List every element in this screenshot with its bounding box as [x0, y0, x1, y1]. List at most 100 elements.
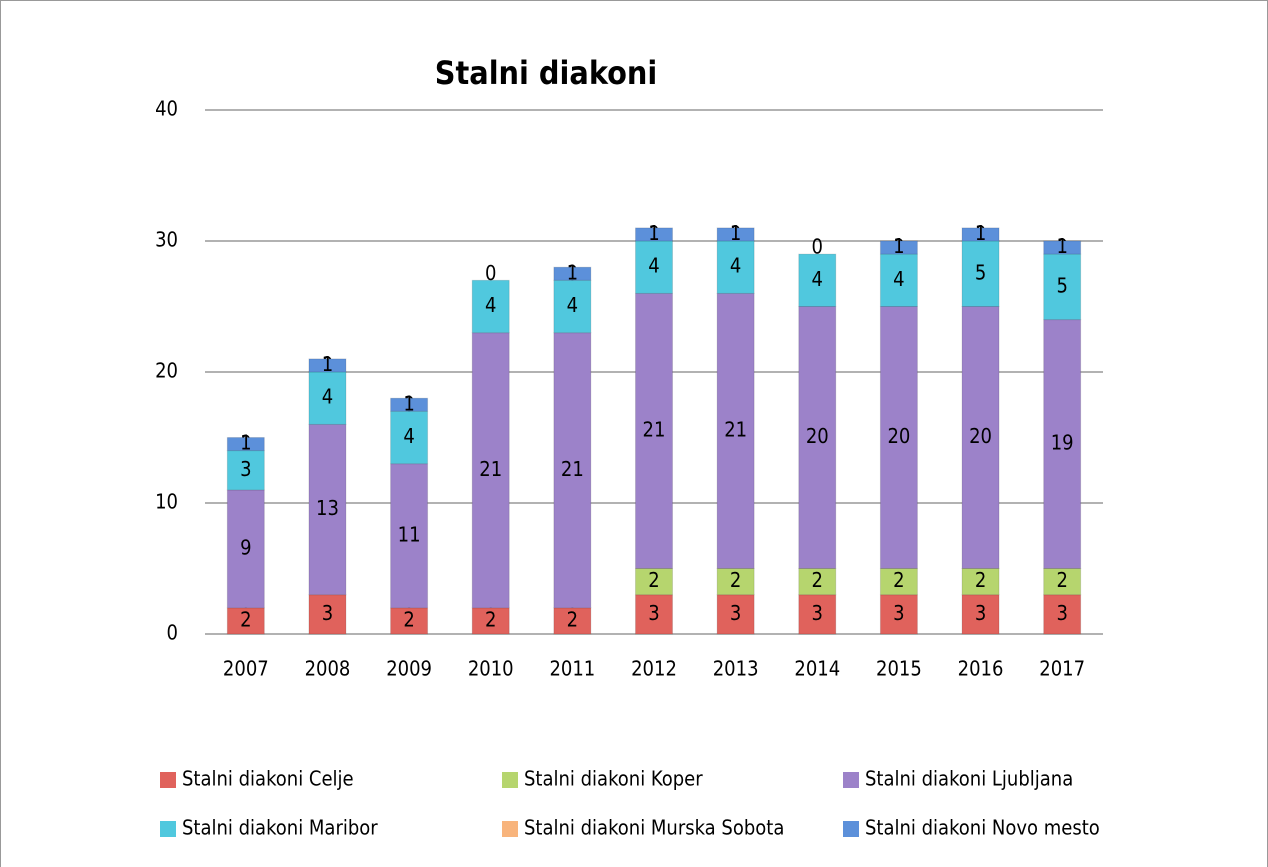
legend-swatch — [843, 821, 859, 837]
data-label: 21 — [724, 417, 747, 441]
data-label: 1 — [648, 221, 659, 245]
x-tick-label: 2013 — [713, 657, 759, 681]
data-label: 1 — [240, 431, 251, 455]
bar-segment — [308, 594, 347, 635]
data-label: 4 — [730, 254, 741, 278]
data-label: 3 — [812, 601, 823, 625]
bar-segment — [879, 594, 918, 635]
bar-segment — [879, 568, 918, 596]
legend-swatch — [160, 772, 176, 788]
data-label: 2 — [567, 607, 578, 631]
bar-segment — [961, 240, 1000, 307]
bar-segment — [798, 306, 837, 569]
y-tick-label: 20 — [155, 359, 178, 383]
data-label: 1 — [322, 352, 333, 376]
y-tick-label: 0 — [167, 621, 178, 645]
data-label: 2 — [403, 607, 414, 631]
bar-segment — [553, 332, 592, 609]
data-label: 21 — [561, 457, 584, 481]
data-label: 3 — [240, 457, 251, 481]
x-tick-label: 2010 — [468, 657, 514, 681]
bar-segment — [1043, 240, 1082, 255]
bar-segment — [471, 607, 510, 635]
bar-segment — [226, 489, 265, 609]
x-tick-label: 2008 — [305, 657, 351, 681]
data-label: 3 — [648, 601, 659, 625]
data-label: 2 — [648, 568, 659, 592]
y-tick-label: 10 — [155, 490, 178, 514]
data-label: 3 — [322, 601, 333, 625]
bar-segment — [471, 332, 510, 609]
bar-segment — [798, 253, 837, 308]
legend-label: Stalni diakoni Maribor — [182, 816, 378, 840]
data-label: 19 — [1051, 431, 1074, 455]
y-tick-label: 30 — [155, 228, 178, 252]
data-label: 3 — [730, 601, 741, 625]
x-tick-label: 2014 — [794, 657, 840, 681]
x-tick-label: 2012 — [631, 657, 677, 681]
data-label: 2 — [893, 568, 904, 592]
data-label: 5 — [1056, 273, 1067, 297]
data-label: 2 — [975, 568, 986, 592]
legend-swatch — [843, 772, 859, 788]
data-label: 3 — [1056, 601, 1067, 625]
data-label: 1 — [403, 391, 414, 415]
bar-segment — [308, 371, 347, 425]
x-tick-label: 2011 — [549, 657, 595, 681]
legend-label: Stalni diakoni Novo mesto — [865, 816, 1100, 840]
data-label: 21 — [643, 417, 666, 441]
data-label: 21 — [479, 457, 502, 481]
x-tick-label: 2009 — [386, 657, 432, 681]
data-label: 1 — [975, 221, 986, 245]
bar-segment — [635, 594, 673, 635]
legend-label: Stalni diakoni Ljubljana — [865, 767, 1073, 791]
data-label: 0 — [812, 235, 823, 259]
legend-label: Stalni diakoni Celje — [182, 767, 354, 791]
data-label: 2 — [240, 607, 251, 631]
legend-label: Stalni diakoni Murska Sobota — [524, 816, 784, 840]
bar-segment — [716, 292, 755, 569]
data-label: 4 — [812, 267, 823, 291]
bar-segment — [390, 607, 429, 635]
data-label: 4 — [567, 293, 578, 317]
data-label: 4 — [322, 385, 333, 409]
bar-segment — [961, 568, 1000, 596]
data-label: 11 — [398, 522, 421, 546]
bar-segment — [226, 437, 265, 452]
data-label: 20 — [969, 424, 992, 448]
bar-segment — [961, 306, 1000, 569]
data-label: 1 — [730, 221, 741, 245]
bar-segment — [961, 594, 1000, 635]
bar-segment — [553, 266, 592, 281]
bar-segment — [798, 568, 837, 596]
data-label: 3 — [975, 601, 986, 625]
data-label: 0 — [485, 261, 496, 285]
data-label: 4 — [403, 424, 414, 448]
bar-segment — [390, 410, 429, 465]
bar-segment — [1043, 594, 1082, 635]
bar-segment — [879, 240, 918, 255]
bar-segment — [635, 240, 673, 294]
bar-segment — [553, 607, 592, 635]
bar-segment — [716, 227, 755, 242]
data-label: 1 — [1056, 234, 1067, 258]
data-label: 2 — [730, 568, 741, 592]
bar-segment — [879, 253, 918, 308]
x-tick-label: 2017 — [1039, 657, 1085, 681]
bar-segment — [308, 423, 347, 596]
bar-segment — [716, 568, 755, 596]
bar-segment — [961, 227, 1000, 242]
chart-title: Stalni diakoni — [435, 54, 657, 92]
legend-label: Stalni diakoni Koper — [524, 767, 703, 791]
x-tick-label: 2015 — [876, 657, 922, 681]
bar-segment — [1043, 253, 1082, 321]
bar-segment — [308, 358, 347, 373]
bar-segment — [390, 397, 429, 412]
data-label: 2 — [1056, 568, 1067, 592]
data-label: 20 — [887, 424, 910, 448]
data-label: 13 — [316, 496, 339, 520]
bar-segment — [471, 279, 510, 334]
data-label: 1 — [567, 260, 578, 284]
data-label: 20 — [806, 424, 829, 448]
